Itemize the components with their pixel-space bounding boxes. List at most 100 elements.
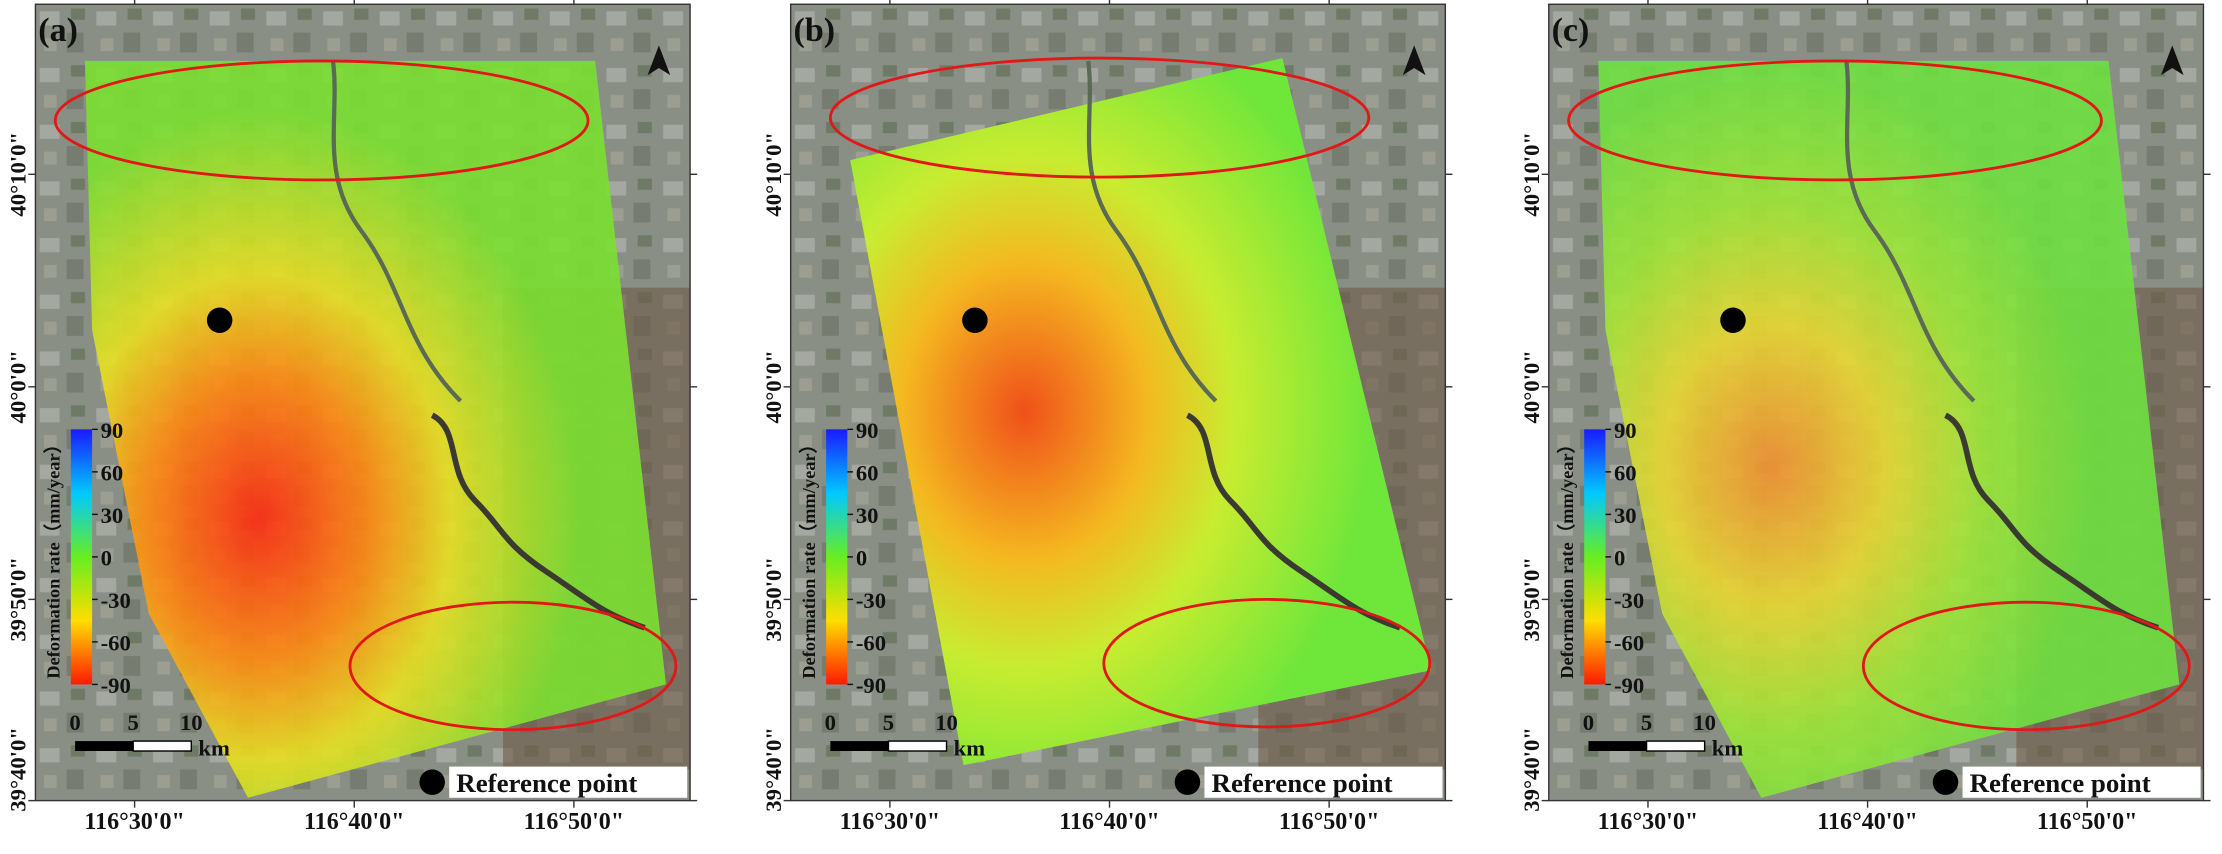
- panel-label: (c): [1552, 12, 1590, 49]
- colorbar-tick-label: 0: [101, 545, 112, 570]
- colorbar: [826, 429, 848, 685]
- north-arrow: [1402, 45, 1426, 76]
- highlight-ellipse: [348, 600, 678, 732]
- panel-label: (a): [38, 12, 78, 49]
- colorbar-tick-label: 30: [101, 503, 124, 528]
- river: [1185, 412, 1401, 631]
- colorbar-tick-label: 90: [1614, 418, 1637, 443]
- river: [1944, 412, 2159, 631]
- lon-label: 116°30'0": [1598, 809, 1699, 835]
- legend-box: [1204, 766, 1443, 798]
- lat-label: 40°10'0": [761, 132, 786, 217]
- colorbar-tick-label: -90: [101, 673, 131, 698]
- lon-label: 116°40'0": [304, 809, 405, 835]
- legend-text: Reference point: [1970, 768, 2151, 798]
- colorbar-tick-label: -30: [856, 588, 886, 613]
- colorbar-tick-label: 60: [101, 460, 124, 485]
- lat-label: 40°0'0": [1519, 350, 1544, 423]
- highlight-ellipse: [1567, 59, 2103, 182]
- lat-label: 40°10'0": [6, 132, 31, 217]
- lat-label: 39°40'0": [6, 727, 31, 812]
- river: [330, 60, 463, 403]
- scale-bar-label: 0: [825, 710, 836, 735]
- river: [1086, 60, 1218, 403]
- colorbar-tick-label: 0: [1614, 545, 1625, 570]
- lon-label: 116°30'0": [84, 809, 185, 835]
- colorbar-tick-label: -90: [1614, 673, 1644, 698]
- lat-label: 39°50'0": [761, 557, 786, 642]
- scale-bar-black: [830, 741, 889, 752]
- colorbar-title: Deformation rate（mm/year）: [799, 435, 819, 679]
- map-frame: [789, 3, 1447, 802]
- highlight-ellipse: [828, 56, 1371, 179]
- colorbar-tick-label: 30: [856, 503, 879, 528]
- lon-label: 116°30'0": [840, 809, 941, 835]
- scale-bar-label: 10: [180, 710, 203, 735]
- scale-bar-label: 0: [1583, 710, 1594, 735]
- scale-bar-label: 10: [1693, 710, 1716, 735]
- scale-bar-label: 5: [1641, 710, 1652, 735]
- scale-bar-unit: km: [954, 735, 986, 760]
- map-frame: [34, 3, 691, 802]
- lat-label: 39°50'0": [1519, 557, 1544, 642]
- highlight-ellipse: [53, 59, 590, 182]
- deformation-map: [850, 58, 1432, 766]
- colorbar-tick-label: 30: [1614, 503, 1637, 528]
- colorbar-title: Deformation rate（mm/year）: [44, 435, 64, 679]
- lat-label: 39°40'0": [1519, 727, 1544, 812]
- river: [430, 412, 646, 631]
- scale-bar-label: 10: [935, 710, 958, 735]
- highlight-ellipse: [1102, 597, 1432, 729]
- lon-label: 116°40'0": [1817, 809, 1918, 835]
- lon-label: 116°50'0": [1279, 809, 1380, 835]
- legend-text: Reference point: [456, 768, 637, 798]
- scale-bar-label: 5: [883, 710, 894, 735]
- lat-label: 40°10'0": [1519, 132, 1544, 217]
- lat-label: 39°40'0": [761, 727, 786, 812]
- north-arrow: [647, 45, 671, 76]
- colorbar-tick-label: 90: [856, 418, 879, 443]
- reference-point-marker: [1720, 307, 1746, 333]
- map-panel: (a) 90 60 30 0 -30 -60 -90 Deformation rate（mm/y…: [6, 0, 698, 835]
- lon-label: 116°50'0": [2037, 809, 2138, 835]
- scale-bar-unit: km: [198, 735, 230, 760]
- scale-bar-black: [75, 741, 134, 752]
- scale-bar-label: 5: [128, 710, 139, 735]
- colorbar-tick-label: 60: [856, 460, 879, 485]
- map-frame: [1548, 3, 2205, 802]
- deformation-map: [85, 60, 666, 798]
- scale-bar-white: [1645, 740, 1706, 752]
- reference-point-marker: [206, 307, 233, 333]
- colorbar-tick-label: -60: [856, 630, 886, 655]
- scale-bar-white: [132, 740, 193, 752]
- colorbar: [70, 429, 93, 685]
- scale-bar-black: [1588, 741, 1647, 752]
- scale-bar-unit: km: [1712, 735, 1744, 760]
- colorbar: [1584, 429, 1606, 685]
- deformation-map: [1598, 60, 2180, 798]
- legend-marker: [1932, 769, 1959, 795]
- north-arrow: [2160, 45, 2184, 76]
- highlight-ellipse: [1861, 600, 2191, 732]
- lat-label: 39°50'0": [6, 557, 31, 642]
- lat-label: 40°0'0": [6, 350, 31, 423]
- colorbar-tick-label: -60: [1614, 630, 1644, 655]
- map-panel: (c) 90 60 30 0 -30 -60 -90 Deformation rate（mm/y…: [1519, 0, 2211, 835]
- panel-label: (b): [794, 12, 836, 49]
- legend-marker: [419, 769, 445, 795]
- colorbar-tick-label: -30: [101, 588, 131, 613]
- legend-box: [449, 766, 688, 798]
- legend-box: [1962, 766, 2201, 798]
- map-panel: (b) 90 60 30 0 -30 -60 -90 Deformation rate（mm/y…: [761, 0, 1453, 835]
- colorbar-tick-label: 0: [856, 545, 867, 570]
- legend-marker: [1174, 769, 1201, 795]
- reference-point-marker: [962, 307, 988, 333]
- scale-bar-label: 0: [69, 710, 80, 735]
- lat-label: 40°0'0": [761, 350, 786, 423]
- river: [1844, 60, 1976, 403]
- colorbar-tick-label: -90: [856, 673, 886, 698]
- colorbar-tick-label: 90: [101, 418, 124, 443]
- colorbar-tick-label: -30: [1614, 588, 1644, 613]
- colorbar-tick-label: -60: [101, 630, 131, 655]
